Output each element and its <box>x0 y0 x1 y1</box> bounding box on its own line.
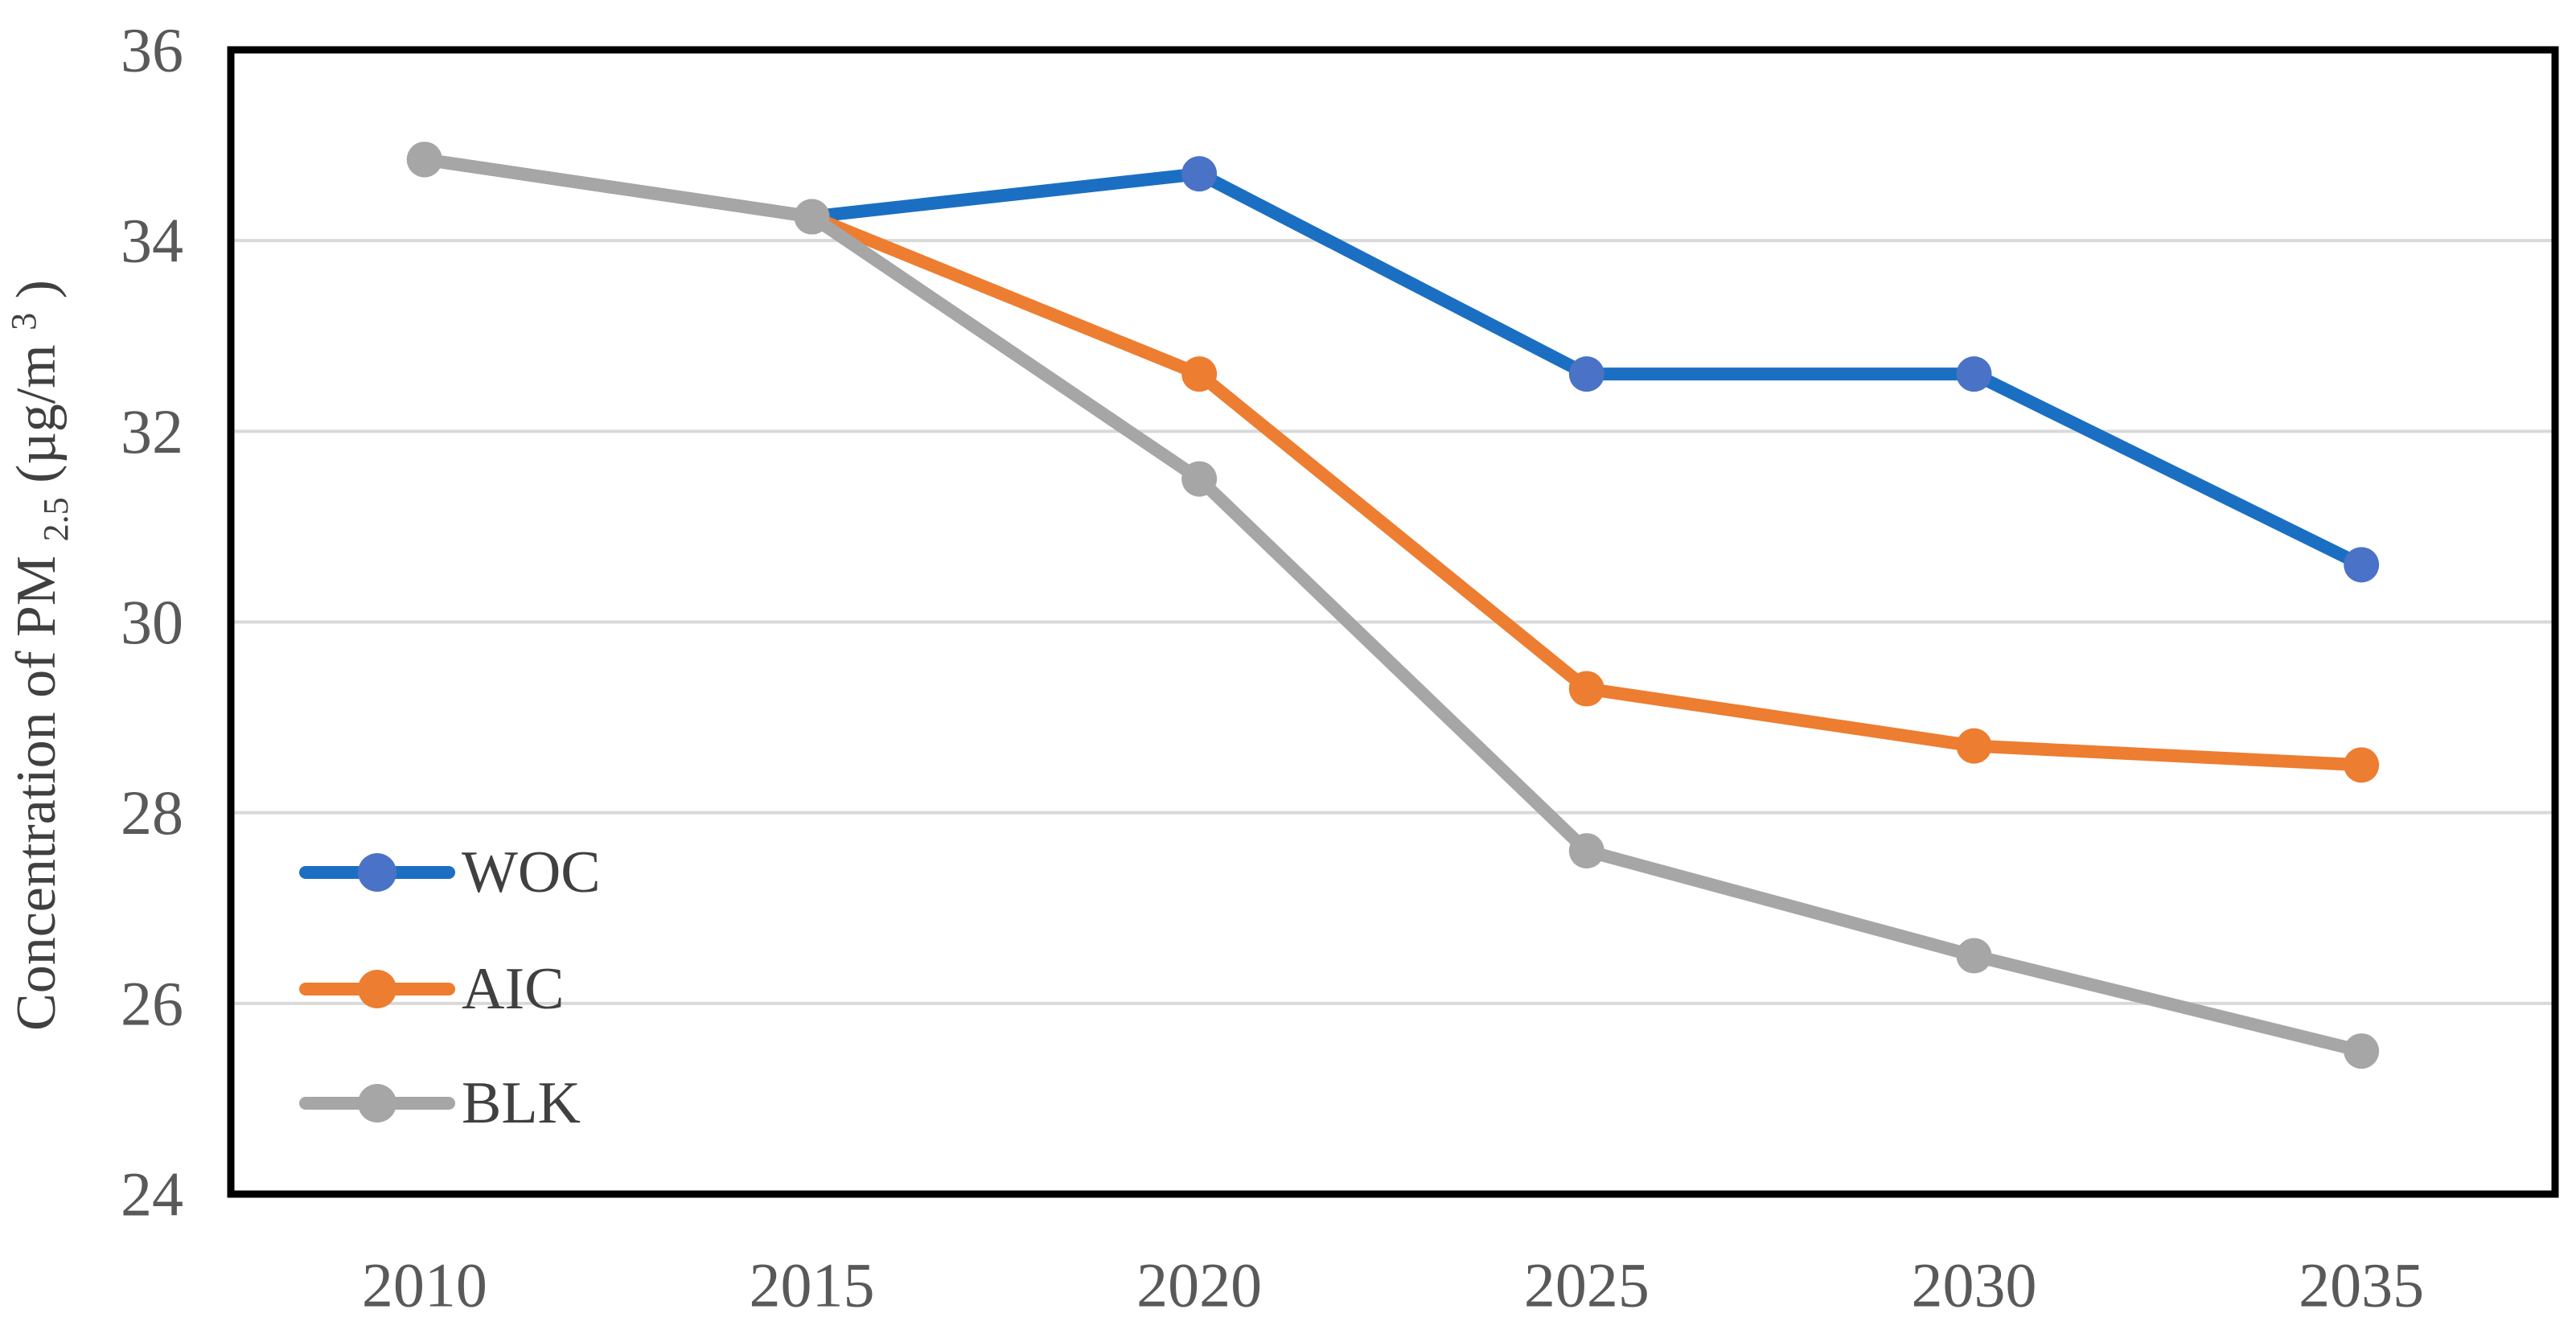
legend-item-blk: BLK <box>299 1070 581 1136</box>
y-axis-tick-labels: 24 26 28 30 32 34 36 <box>121 15 183 1229</box>
y-tick-label-30: 30 <box>121 587 183 657</box>
series-aic <box>406 142 2380 783</box>
x-tick-label-2020: 2020 <box>1136 1250 1262 1320</box>
series-line-blk <box>417 153 2369 1058</box>
data-point-blk-2015 <box>794 199 830 235</box>
legend-marker-aic <box>358 970 396 1008</box>
data-point-aic-2035 <box>2344 747 2380 783</box>
x-tick-label-2030: 2030 <box>1912 1250 2037 1320</box>
legend-marker-woc <box>358 853 396 892</box>
data-point-woc-2035 <box>2344 547 2380 583</box>
x-tick-label-2025: 2025 <box>1524 1250 1650 1320</box>
data-point-blk-2035 <box>2344 1033 2380 1069</box>
series-layer <box>406 142 2380 1069</box>
y-tick-label-26: 26 <box>121 968 183 1038</box>
y-axis-title-superscript: 3 <box>4 313 43 330</box>
data-point-blk-2030 <box>1956 938 1992 974</box>
y-axis-title-main: Concentration of PM <box>6 556 68 1031</box>
data-point-blk-2025 <box>1568 833 1604 869</box>
y-tick-label-28: 28 <box>121 778 183 848</box>
x-tick-label-2015: 2015 <box>750 1250 875 1320</box>
legend: WOC AIC BLK <box>299 839 601 1136</box>
data-point-woc-2025 <box>1568 356 1604 392</box>
y-tick-label-36: 36 <box>121 15 183 85</box>
x-tick-label-2035: 2035 <box>2299 1250 2424 1320</box>
data-point-woc-2030 <box>1956 356 1992 392</box>
data-point-blk-2020 <box>1181 461 1218 497</box>
data-point-aic-2020 <box>1181 356 1218 392</box>
series-line-aic <box>417 153 2369 772</box>
y-axis-title-subscript: 2.5 <box>36 497 76 541</box>
legend-label-woc: WOC <box>462 839 601 905</box>
series-blk <box>406 142 2380 1069</box>
data-point-blk-2010 <box>406 142 442 178</box>
data-point-aic-2025 <box>1568 671 1604 707</box>
series-line-woc <box>417 153 2369 572</box>
y-axis-title-unit-close: ) <box>6 280 68 298</box>
y-axis-title: Concentration of PM 2.5 (µg/m 3 ) <box>0 280 80 1031</box>
legend-label-blk: BLK <box>462 1070 581 1136</box>
plot-border <box>227 46 2559 1198</box>
data-point-aic-2030 <box>1956 728 1992 764</box>
legend-label-aic: AIC <box>462 956 564 1022</box>
legend-marker-blk <box>358 1084 396 1123</box>
data-point-woc-2020 <box>1181 156 1218 192</box>
y-tick-label-24: 24 <box>121 1160 183 1229</box>
legend-item-aic: AIC <box>299 956 564 1022</box>
y-axis-title-unit-open: (µg/m <box>6 344 68 483</box>
y-tick-label-32: 32 <box>121 396 183 466</box>
x-tick-label-2010: 2010 <box>362 1250 487 1320</box>
series-woc <box>406 142 2380 583</box>
y-tick-label-34: 34 <box>121 206 183 276</box>
x-axis-tick-labels: 2010 2015 2020 2025 2030 2035 <box>362 1250 2424 1320</box>
legend-item-woc: WOC <box>299 839 601 905</box>
